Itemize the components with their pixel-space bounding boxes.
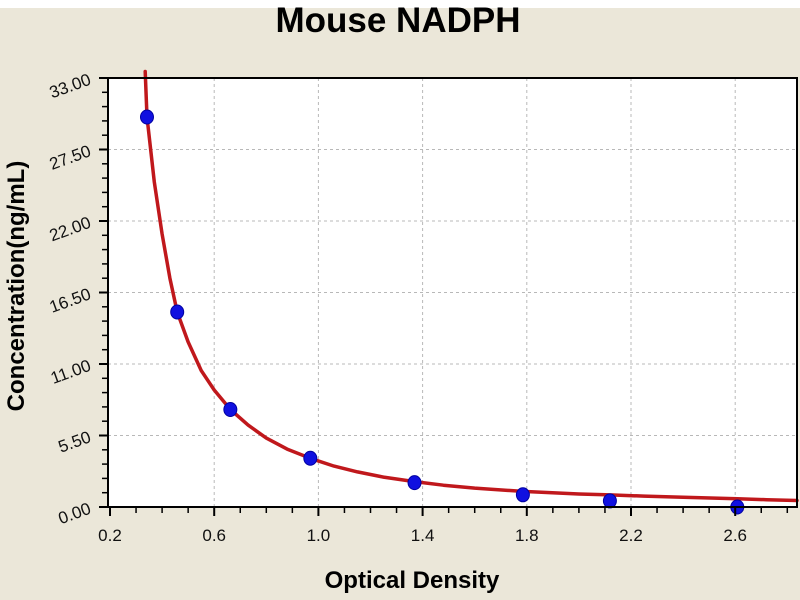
data-point bbox=[602, 493, 617, 509]
chart-title: Mouse NADPH bbox=[275, 1, 520, 40]
y-tick-label: 16.50 bbox=[47, 284, 93, 316]
x-axis-label: Optical Density bbox=[325, 567, 500, 594]
fitted-curve bbox=[143, 69, 799, 503]
data-point bbox=[303, 450, 318, 466]
x-axis: 0.2 0.6 1.0 1.4 1.8 2.2 2.6 bbox=[98, 507, 789, 545]
grid bbox=[108, 78, 797, 507]
y-axis-label: Concentration(ng/mL) bbox=[3, 161, 30, 412]
x-tick-label: 1.0 bbox=[307, 526, 331, 545]
x-tick-label: 1.8 bbox=[515, 526, 539, 545]
data-point bbox=[223, 402, 238, 417]
data-point bbox=[139, 109, 154, 125]
y-tick-label: 27.50 bbox=[47, 141, 93, 173]
y-tick-label: 0.00 bbox=[56, 499, 94, 528]
x-tick-label: 0.6 bbox=[202, 526, 226, 545]
curve-layer bbox=[143, 69, 799, 503]
y-axis: 0.00 5.50 11.00 16.50 22.00 27.50 33.00 bbox=[47, 70, 108, 528]
x-tick-label: 0.2 bbox=[98, 526, 122, 545]
data-point bbox=[407, 475, 422, 491]
y-tick-label: 5.50 bbox=[56, 427, 94, 456]
x-tick-label: 2.6 bbox=[723, 526, 747, 545]
data-point bbox=[515, 487, 530, 503]
top-strip bbox=[0, 0, 800, 8]
data-point bbox=[170, 304, 185, 320]
y-tick-label: 22.00 bbox=[47, 213, 93, 245]
x-tick-label: 2.2 bbox=[619, 526, 643, 545]
x-tick-label: 1.4 bbox=[411, 526, 435, 545]
y-tick-label: 33.00 bbox=[47, 70, 93, 102]
y-tick-label: 11.00 bbox=[48, 356, 93, 388]
